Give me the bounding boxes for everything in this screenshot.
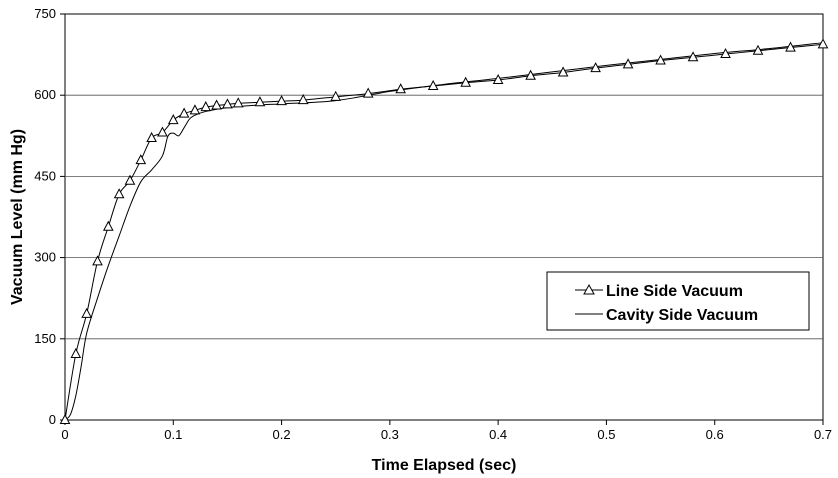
data-point-triangle: [752, 44, 764, 55]
data-point-triangle: [785, 41, 796, 52]
legend-triangle-marker: [583, 283, 595, 295]
data-point-triangle: [590, 62, 601, 73]
legend-label-line-side: Line Side Vacuum: [606, 283, 743, 300]
data-point-triangle: [81, 307, 92, 318]
x-tick-label: 0.4: [489, 427, 507, 442]
data-point-triangle: [135, 154, 147, 165]
data-point-triangle: [222, 98, 233, 109]
data-point-triangle: [330, 90, 342, 101]
data-point-triangle: [362, 87, 374, 98]
y-tick-label: 750: [34, 6, 56, 21]
data-point-triangle: [59, 413, 71, 424]
x-tick-label: 0.5: [597, 427, 615, 442]
data-point-triangle: [492, 73, 504, 85]
legend-label-cavity-side: Cavity Side Vacuum: [606, 307, 758, 324]
data-point-triangle: [720, 47, 731, 59]
y-tick-label: 300: [34, 250, 56, 265]
y-tick-label: 450: [34, 168, 56, 183]
series-markers: [59, 38, 829, 424]
data-point-triangle: [395, 83, 407, 94]
data-point-triangle: [200, 101, 212, 112]
data-point-triangle: [102, 220, 114, 231]
data-point-triangle: [232, 97, 244, 108]
data-point-triangle: [655, 54, 666, 65]
x-tick-label: 0.3: [381, 427, 399, 442]
data-point-triangle: [817, 38, 829, 49]
x-axis-title: Time Elapsed (sec): [372, 457, 517, 474]
data-point-triangle: [167, 114, 179, 125]
gridlines: [65, 94, 823, 340]
x-tick-label: 0: [61, 427, 68, 442]
data-point-triangle: [276, 95, 287, 106]
data-point-triangle: [622, 58, 634, 69]
y-tick-label: 0: [49, 412, 56, 427]
data-point-triangle: [189, 104, 201, 115]
x-tick-label: 0.1: [164, 427, 182, 442]
data-point-triangle: [211, 99, 222, 110]
data-point-triangle: [113, 188, 125, 199]
data-point-triangle: [178, 107, 190, 118]
y-tick-label: 600: [34, 87, 56, 102]
x-tick-label: 0.6: [706, 427, 724, 442]
data-point-triangle: [70, 347, 82, 358]
axis-ticks: 0 150 300 450 600 750 0 0.1 0.2 0.3 0.4 0.5 0.6 0.7: [34, 6, 832, 442]
data-point-triangle: [687, 51, 699, 62]
data-point-triangle: [525, 69, 536, 80]
data-point-triangle: [427, 79, 439, 90]
data-point-triangle: [92, 255, 103, 266]
data-point-triangle: [146, 131, 157, 142]
data-point-triangle: [124, 174, 136, 185]
legend: Line Side Vacuum Cavity Side Vacuum: [546, 271, 810, 331]
legend-box: [546, 271, 810, 331]
x-tick-label: 0.2: [273, 427, 291, 442]
data-point-triangle: [557, 66, 569, 77]
data-point-triangle: [157, 126, 168, 137]
data-point-triangle: [297, 94, 309, 105]
data-point-triangle: [254, 96, 266, 107]
cavity-side-vacuum-line: [64, 42, 824, 421]
y-tick-label: 150: [34, 331, 56, 346]
x-tick-label: 0.7: [814, 427, 832, 442]
plot-area: [64, 13, 824, 421]
y-axis-title: Vacuum Level (mm Hg): [9, 129, 26, 305]
data-point-triangle: [460, 76, 471, 87]
